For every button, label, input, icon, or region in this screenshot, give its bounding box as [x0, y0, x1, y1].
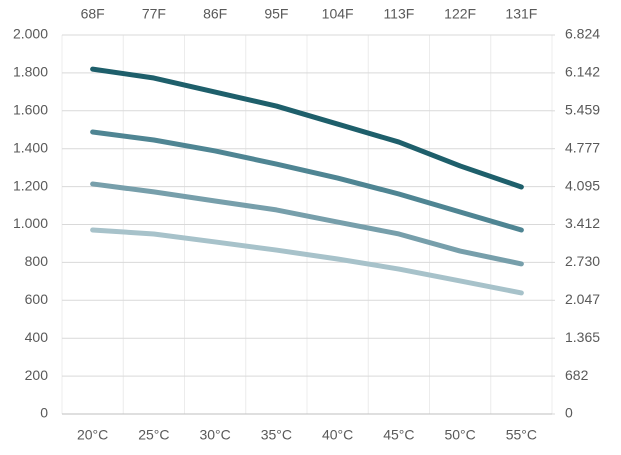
y2-tick-label: 3.412 — [565, 215, 600, 231]
y-tick-label: 2.000 — [13, 26, 48, 42]
series-line — [90, 129, 524, 233]
y2-tick-label: 4.777 — [565, 139, 600, 155]
y-tick-label: 1.000 — [13, 215, 48, 231]
series-line — [90, 66, 524, 190]
top-x-tick-label: 104F — [322, 6, 354, 22]
top-x-tick-label: 95F — [264, 6, 288, 22]
x-tick-label: 40°C — [322, 427, 353, 443]
top-x-tick-label: 131F — [505, 6, 537, 22]
top-x-tick-label: 68F — [81, 6, 105, 22]
x-tick-label: 35°C — [261, 427, 292, 443]
y2-tick-label: 2.730 — [565, 253, 600, 269]
top-x-tick-label: 86F — [203, 6, 227, 22]
y-tick-label: 800 — [25, 253, 49, 269]
y2-tick-label: 4.095 — [565, 177, 600, 193]
y-tick-label: 1.200 — [13, 177, 48, 193]
y2-tick-label: 5.459 — [565, 102, 600, 118]
y2-tick-label: 682 — [565, 367, 589, 383]
top-x-tick-label: 122F — [444, 6, 476, 22]
series-line — [90, 181, 524, 267]
y-tick-label: 600 — [25, 291, 49, 307]
x-tick-label: 50°C — [444, 427, 475, 443]
series-line — [90, 227, 524, 296]
x-tick-label: 55°C — [506, 427, 537, 443]
y2-tick-label: 0 — [565, 405, 573, 421]
y-tick-label: 1.600 — [13, 102, 48, 118]
y2-tick-label: 6.142 — [565, 64, 600, 80]
x-tick-label: 25°C — [138, 427, 169, 443]
y2-tick-label: 2.047 — [565, 291, 600, 307]
top-x-tick-label: 113F — [383, 6, 414, 22]
y-tick-label: 0 — [40, 405, 48, 421]
y2-tick-label: 1.365 — [565, 329, 600, 345]
y-tick-label: 200 — [25, 367, 49, 383]
x-tick-label: 45°C — [383, 427, 414, 443]
y-tick-label: 400 — [25, 329, 49, 345]
top-x-tick-label: 77F — [142, 6, 166, 22]
y-tick-label: 1.400 — [13, 139, 48, 155]
x-tick-label: 30°C — [199, 427, 230, 443]
y-tick-label: 1.800 — [13, 64, 48, 80]
x-tick-label: 20°C — [77, 427, 108, 443]
y2-tick-label: 6.824 — [565, 26, 600, 42]
